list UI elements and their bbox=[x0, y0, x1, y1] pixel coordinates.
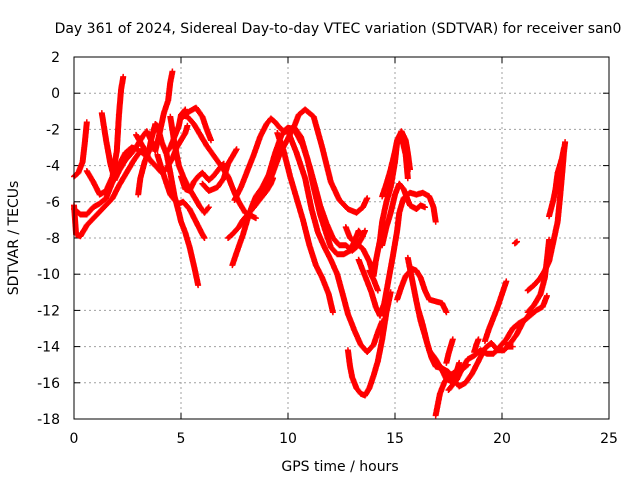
data-point-markers bbox=[471, 336, 482, 356]
y-tick-label: -8 bbox=[46, 231, 60, 247]
series-pass-21 bbox=[344, 289, 394, 399]
series-pass-26 bbox=[394, 265, 450, 316]
series-pass-29 bbox=[432, 359, 463, 419]
data-point-markers bbox=[250, 175, 276, 211]
data-point-markers bbox=[274, 130, 336, 316]
series-pass-25 bbox=[379, 128, 413, 200]
series-pass-11 bbox=[178, 160, 227, 194]
data-point-markers bbox=[546, 144, 568, 220]
data-point-markers bbox=[98, 68, 176, 184]
y-tick-label: -14 bbox=[37, 340, 60, 356]
data-point-markers bbox=[180, 104, 214, 144]
data-point-markers bbox=[231, 115, 368, 254]
y-tick-label: 0 bbox=[51, 86, 60, 102]
series-pass-13 bbox=[180, 104, 214, 144]
data-point-markers bbox=[154, 151, 208, 241]
data-point-markers bbox=[481, 278, 510, 345]
series-pass-24 bbox=[379, 180, 428, 249]
data-point-markers bbox=[199, 146, 240, 194]
x-axis-label: GPS time / hours bbox=[281, 459, 398, 475]
data-point-markers bbox=[511, 238, 520, 247]
series-pass-18 bbox=[285, 128, 386, 355]
y-tick-label: -10 bbox=[37, 267, 60, 283]
gridlines bbox=[74, 57, 609, 419]
series-pass-30 bbox=[445, 307, 535, 394]
data-point-markers bbox=[503, 339, 516, 350]
data-point-markers bbox=[432, 359, 463, 419]
y-tick-label: -2 bbox=[46, 122, 60, 138]
y-tick-label: -4 bbox=[46, 159, 60, 175]
series-pass-14 bbox=[199, 146, 240, 194]
series-pass-32 bbox=[443, 336, 456, 366]
data-point-markers bbox=[366, 267, 381, 294]
x-tick-label: 10 bbox=[279, 431, 297, 447]
data-point-markers bbox=[524, 236, 553, 316]
data-point-markers bbox=[285, 128, 386, 355]
data-point-markers bbox=[443, 336, 456, 366]
series-pass-5 bbox=[98, 68, 176, 184]
series-pass-19 bbox=[250, 175, 276, 211]
y-tick-label: -6 bbox=[46, 195, 60, 211]
x-tick-label: 25 bbox=[600, 431, 618, 447]
chart-title: Day 361 of 2024, Sidereal Day-to-day VTE… bbox=[55, 21, 622, 37]
y-tick-label: -18 bbox=[37, 412, 60, 428]
y-tick-label: -12 bbox=[37, 303, 60, 319]
series-pass-36 bbox=[546, 144, 568, 220]
data-point-markers bbox=[379, 180, 428, 249]
plot-frame bbox=[73, 56, 610, 420]
x-tick-label: 15 bbox=[386, 431, 404, 447]
data-point-markers bbox=[394, 265, 450, 316]
series-pass-39 bbox=[366, 267, 381, 294]
series-pass-38 bbox=[511, 238, 520, 247]
data-point-markers bbox=[445, 307, 535, 394]
series-pass-33 bbox=[481, 278, 510, 345]
series-pass-17 bbox=[231, 115, 368, 254]
data-point-markers bbox=[344, 289, 394, 399]
series-pass-34 bbox=[524, 236, 553, 316]
data-point-markers bbox=[178, 160, 227, 194]
x-tick-label: 5 bbox=[177, 431, 186, 447]
series-pass-37 bbox=[503, 339, 516, 350]
x-tick-label: 20 bbox=[493, 431, 511, 447]
y-axis-label: SDTVAR / TECUs bbox=[6, 181, 22, 296]
series-pass-20 bbox=[274, 130, 336, 316]
series-pass-31 bbox=[471, 336, 482, 356]
x-tick-label: 0 bbox=[70, 431, 79, 447]
data-markers bbox=[71, 68, 569, 419]
data-point-markers bbox=[379, 128, 413, 200]
y-tick-label: 2 bbox=[51, 50, 60, 66]
series-pass-9 bbox=[154, 151, 208, 241]
y-tick-label: -16 bbox=[37, 376, 60, 392]
